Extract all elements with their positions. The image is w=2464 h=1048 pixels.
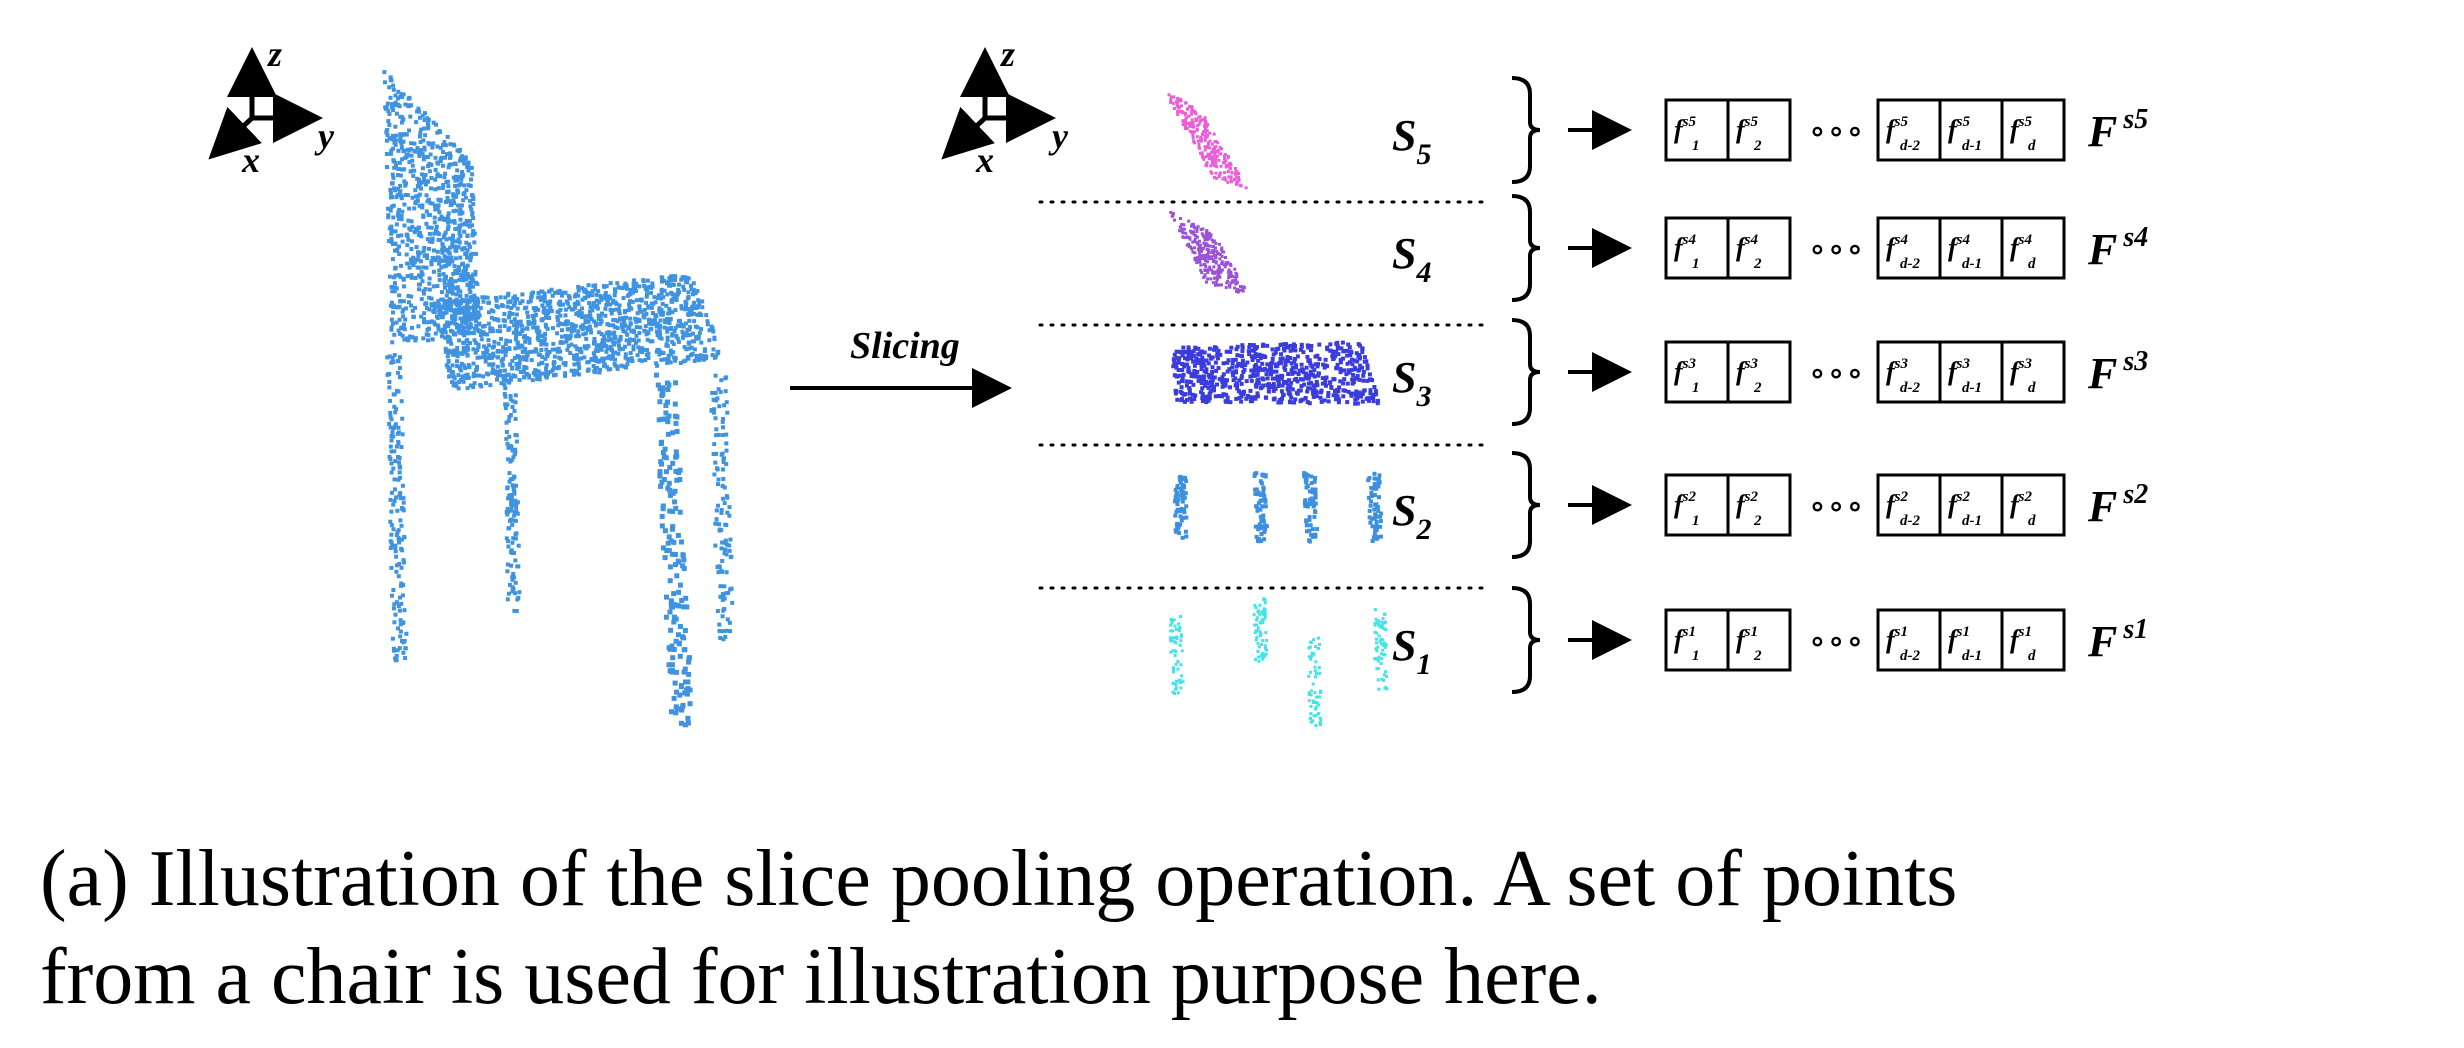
slice-brace: [1511, 318, 1541, 426]
slice-label: S1: [1392, 621, 1431, 681]
feature-cell: [1876, 340, 1942, 404]
ellipsis: ∘∘∘: [1808, 232, 1864, 267]
feature-cell: [1938, 340, 2004, 404]
axis-z-label: z: [266, 34, 282, 74]
axis-x-label: x: [241, 140, 260, 180]
feature-cell: [1726, 340, 1792, 404]
feature-cell: [1726, 608, 1792, 672]
slice-point-cloud: [1169, 210, 1246, 294]
axis-y-label: y: [314, 116, 335, 156]
figure-caption: (a) Illustration of the slice pooling op…: [40, 830, 2440, 1026]
ellipsis: ∘∘∘: [1808, 356, 1864, 391]
caption-line-1: (a) Illustration of the slice pooling op…: [40, 835, 1958, 923]
feature-cell: [2000, 216, 2066, 280]
slice-label: S2: [1392, 486, 1431, 546]
axis-y-label: y: [1048, 116, 1069, 156]
slice-point-cloud: [1168, 597, 1389, 728]
feature-cell: [1876, 608, 1942, 672]
feature-cell: [1938, 98, 2004, 162]
feature-cell: [2000, 98, 2066, 162]
caption-line-2: from a chair is used for illustration pu…: [40, 933, 1602, 1021]
feature-cell: [1938, 473, 2004, 537]
slice-label: S3: [1392, 353, 1431, 413]
ellipsis: ∘∘∘: [1808, 489, 1864, 524]
feature-cell: [2000, 608, 2066, 672]
feature-cell: [1726, 473, 1792, 537]
slice-brace: [1511, 194, 1541, 302]
feature-cell: [1726, 216, 1792, 280]
ellipsis: ∘∘∘: [1808, 624, 1864, 659]
axes-right: z y x: [941, 34, 1069, 180]
feature-cell: [1876, 98, 1942, 162]
feature-cell: [2000, 340, 2066, 404]
feature-cell: [1664, 340, 1730, 404]
feature-cell: [1938, 216, 2004, 280]
feature-cell: [1726, 98, 1792, 162]
axes-left: z y x: [208, 34, 335, 180]
slice-brace: [1511, 76, 1541, 184]
feature-cell: [1876, 216, 1942, 280]
slicing-arrow: Slicing: [790, 325, 1012, 408]
slice-brace: [1511, 451, 1541, 559]
feature-cell: [1664, 473, 1730, 537]
slice-label: S5: [1392, 111, 1431, 171]
axis-x-label: x: [975, 140, 994, 180]
slice-brace: [1511, 586, 1541, 694]
feature-cell: [1664, 98, 1730, 162]
ellipsis: ∘∘∘: [1808, 114, 1864, 149]
slice-point-cloud: [1171, 340, 1380, 406]
slice-point-cloud: [1167, 93, 1248, 190]
feature-cell: [2000, 473, 2066, 537]
slice-point-cloud: [1173, 471, 1384, 544]
slicing-label: Slicing: [850, 325, 960, 367]
axis-z-label: z: [999, 34, 1015, 74]
chair-point-cloud: [382, 70, 735, 728]
slice-label: S4: [1392, 229, 1431, 289]
